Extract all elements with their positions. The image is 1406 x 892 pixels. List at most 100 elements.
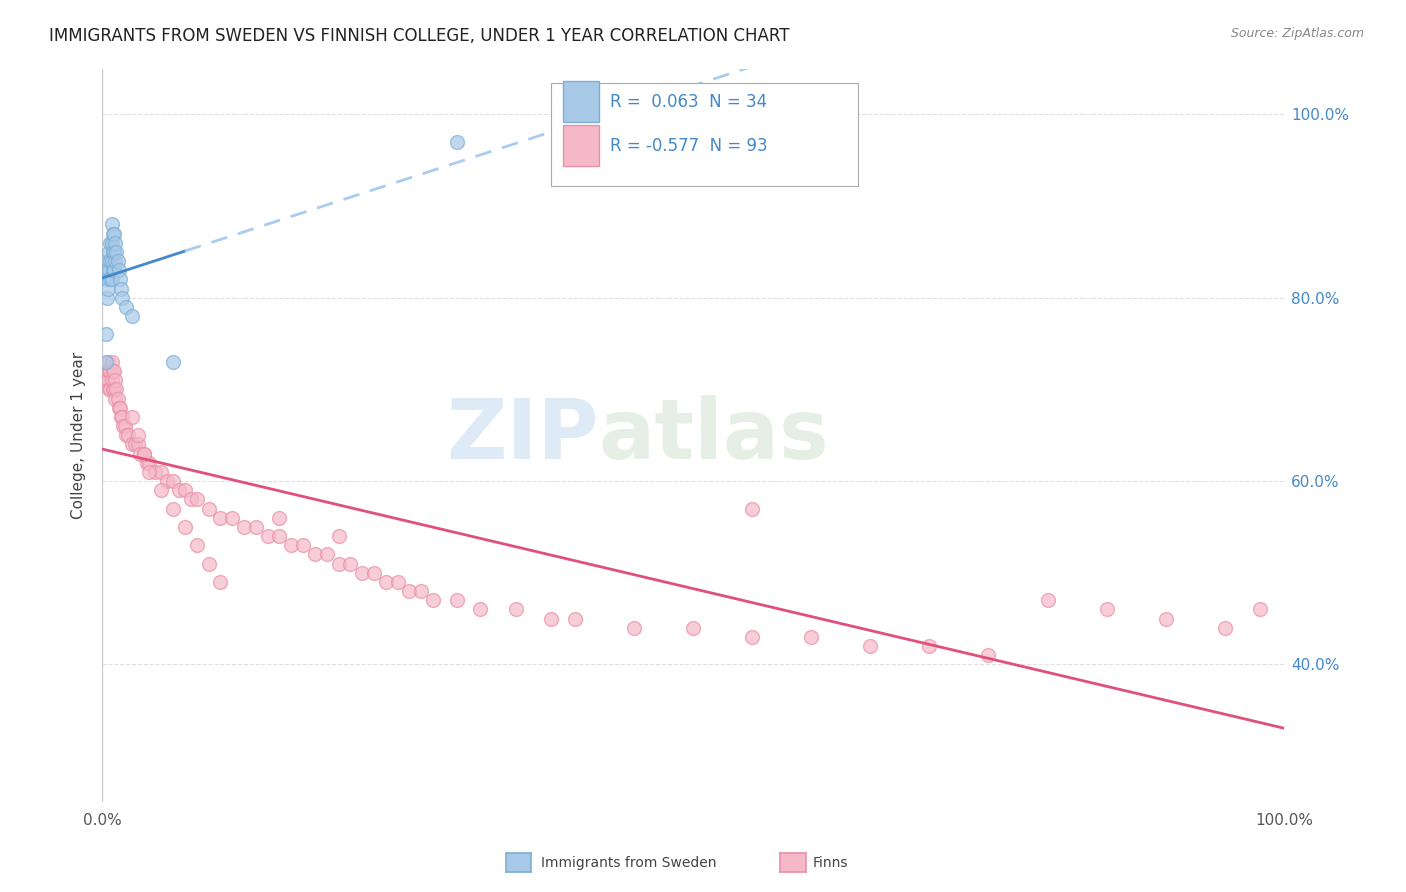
- Point: [292, 538, 315, 552]
- Point: [1036, 593, 1059, 607]
- Point: [446, 135, 468, 149]
- Point: [97, 254, 120, 268]
- Point: [150, 483, 173, 498]
- Point: [682, 621, 704, 635]
- Point: [162, 474, 184, 488]
- Point: [101, 263, 124, 277]
- Point: [105, 244, 128, 259]
- Point: [540, 611, 562, 625]
- Point: [197, 557, 219, 571]
- Point: [422, 593, 444, 607]
- Text: R =  0.063  N = 34: R = 0.063 N = 34: [610, 93, 768, 111]
- Point: [117, 428, 139, 442]
- Point: [209, 574, 232, 589]
- Text: ZIP: ZIP: [446, 394, 599, 475]
- Point: [103, 364, 125, 378]
- Point: [269, 510, 291, 524]
- Point: [100, 364, 122, 378]
- Point: [741, 630, 763, 644]
- Point: [115, 300, 138, 314]
- Point: [269, 529, 291, 543]
- Point: [107, 263, 129, 277]
- Point: [1095, 602, 1118, 616]
- Point: [112, 419, 135, 434]
- Point: [505, 602, 527, 616]
- Point: [100, 355, 122, 369]
- Point: [100, 235, 122, 250]
- Bar: [562, 126, 599, 166]
- Point: [129, 446, 152, 460]
- Point: [98, 244, 121, 259]
- Point: [100, 218, 122, 232]
- Point: [233, 520, 256, 534]
- Point: [104, 235, 127, 250]
- Point: [446, 593, 468, 607]
- Point: [110, 409, 132, 424]
- Point: [363, 566, 385, 580]
- Text: atlas: atlas: [599, 394, 830, 475]
- Point: [132, 446, 155, 460]
- Point: [1154, 611, 1177, 625]
- Point: [100, 272, 122, 286]
- Point: [132, 446, 155, 460]
- Point: [96, 263, 118, 277]
- Point: [110, 281, 132, 295]
- Point: [121, 309, 143, 323]
- Point: [98, 263, 121, 277]
- Point: [94, 327, 117, 342]
- Point: [94, 364, 117, 378]
- Point: [101, 227, 124, 241]
- Bar: [562, 81, 599, 121]
- Point: [97, 373, 120, 387]
- Point: [156, 474, 179, 488]
- Point: [174, 520, 197, 534]
- Y-axis label: College, Under 1 year: College, Under 1 year: [72, 351, 86, 519]
- Point: [104, 392, 127, 406]
- Point: [138, 465, 160, 479]
- Point: [100, 254, 122, 268]
- Point: [114, 419, 136, 434]
- Point: [111, 291, 134, 305]
- Point: [387, 574, 409, 589]
- Point: [127, 437, 149, 451]
- Point: [105, 382, 128, 396]
- Point: [167, 483, 190, 498]
- Point: [121, 437, 143, 451]
- Point: [108, 272, 131, 286]
- Point: [339, 557, 361, 571]
- Point: [121, 409, 143, 424]
- Point: [127, 428, 149, 442]
- Point: [564, 611, 586, 625]
- Point: [97, 355, 120, 369]
- Point: [100, 235, 122, 250]
- Point: [138, 456, 160, 470]
- Point: [104, 373, 127, 387]
- Point: [470, 602, 492, 616]
- Point: [245, 520, 267, 534]
- Point: [304, 547, 326, 561]
- Point: [328, 529, 350, 543]
- Point: [96, 291, 118, 305]
- Point: [101, 382, 124, 396]
- Point: [197, 501, 219, 516]
- Point: [315, 547, 337, 561]
- Point: [136, 456, 159, 470]
- Point: [174, 483, 197, 498]
- Point: [186, 538, 208, 552]
- Point: [97, 272, 120, 286]
- Point: [162, 501, 184, 516]
- Point: [103, 263, 125, 277]
- Text: Source: ZipAtlas.com: Source: ZipAtlas.com: [1230, 27, 1364, 40]
- Point: [256, 529, 278, 543]
- Point: [623, 621, 645, 635]
- Point: [115, 428, 138, 442]
- Point: [800, 630, 823, 644]
- Point: [186, 492, 208, 507]
- Point: [374, 574, 396, 589]
- FancyBboxPatch shape: [551, 83, 859, 186]
- Point: [328, 557, 350, 571]
- Point: [98, 382, 121, 396]
- Point: [94, 355, 117, 369]
- Point: [1213, 621, 1236, 635]
- Point: [108, 401, 131, 415]
